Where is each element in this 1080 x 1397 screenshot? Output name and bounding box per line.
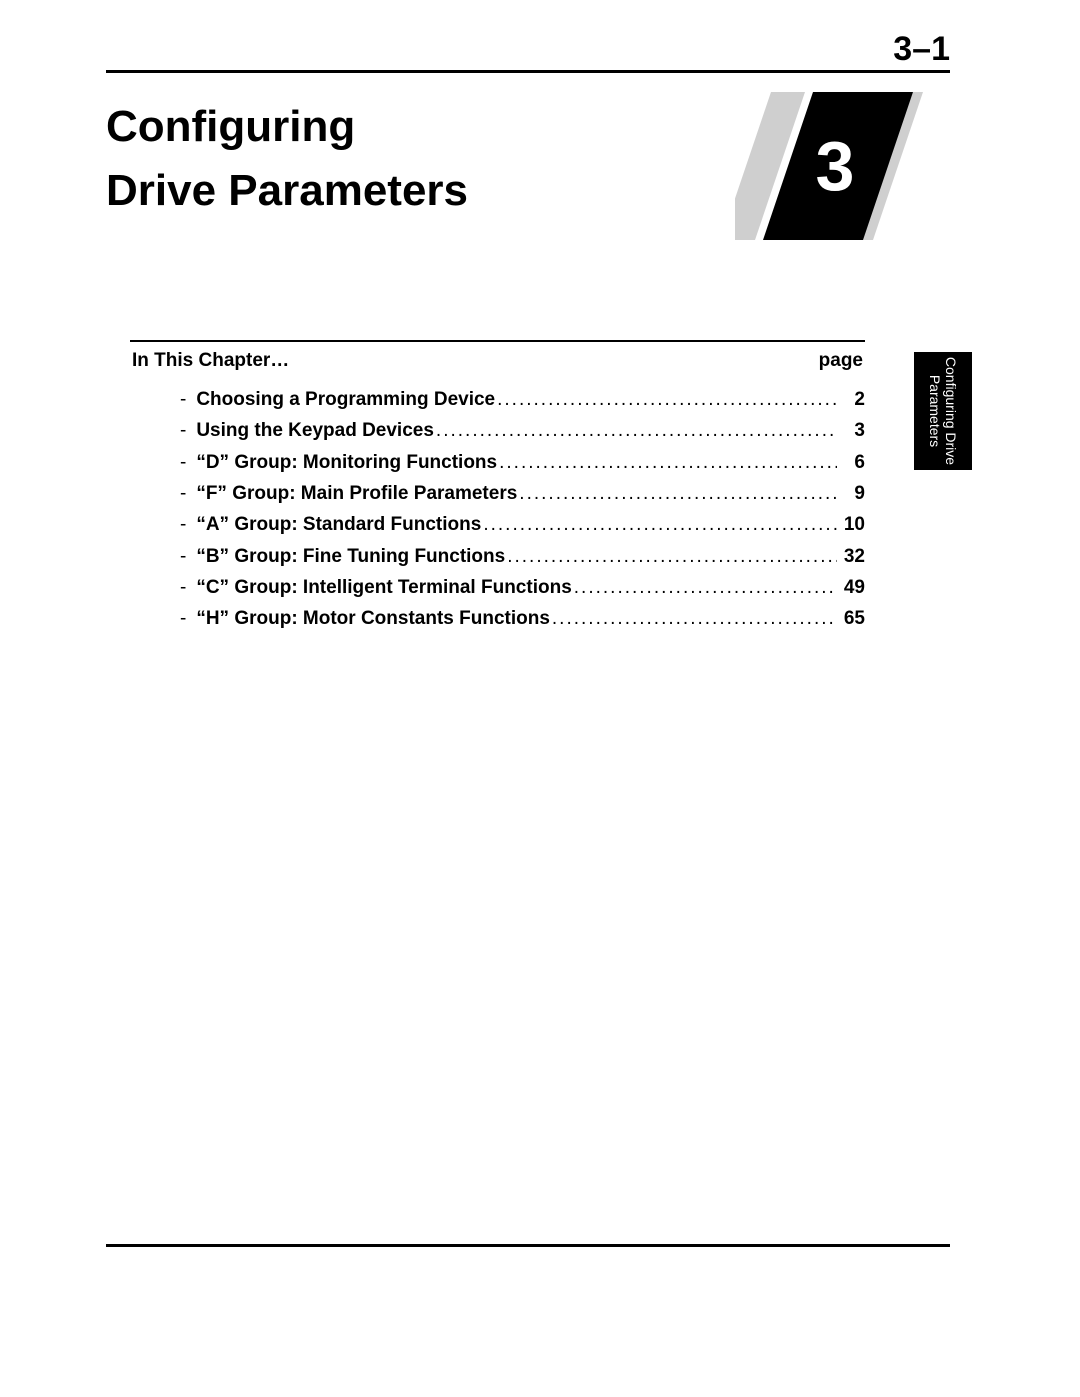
toc-item-title: “B” Group: Fine Tuning Functions — [196, 541, 505, 572]
toc-bullet: - — [180, 603, 186, 634]
toc-item: -“B” Group: Fine Tuning Functions.......… — [130, 541, 865, 572]
toc-bullet: - — [180, 478, 186, 509]
toc-horizontal-rule — [130, 340, 865, 342]
toc-leader-dots: ........................................… — [505, 541, 837, 572]
toc-item: -“C” Group: Intelligent Terminal Functio… — [130, 572, 865, 603]
toc-item: -“D” Group: Monitoring Functions........… — [130, 447, 865, 478]
toc-item-title: Using the Keypad Devices — [196, 415, 434, 446]
toc-item: -“A” Group: Standard Functions..........… — [130, 509, 865, 540]
chapter-title: Configuring Drive Parameters — [106, 95, 596, 223]
top-horizontal-rule — [106, 70, 950, 73]
bottom-horizontal-rule — [106, 1244, 950, 1247]
toc-item-page: 32 — [837, 541, 865, 572]
title-line-1: Configuring — [106, 95, 596, 159]
toc-leader-dots: ........................................… — [481, 509, 837, 540]
toc-bullet: - — [180, 415, 186, 446]
side-tab: Configuring Drive Parameters — [914, 352, 972, 470]
toc-leader-dots: ........................................… — [572, 572, 837, 603]
toc-item-title: “D” Group: Monitoring Functions — [196, 447, 497, 478]
toc-item: -“H” Group: Motor Constants Functions...… — [130, 603, 865, 634]
toc-item-page: 65 — [837, 603, 865, 634]
toc-item: -Using the Keypad Devices...............… — [130, 415, 865, 446]
toc-item-page: 2 — [837, 384, 865, 415]
toc-bullet: - — [180, 384, 186, 415]
toc-item-page: 49 — [837, 572, 865, 603]
toc-item-title: Choosing a Programming Device — [196, 384, 495, 415]
toc-item-page: 9 — [837, 478, 865, 509]
chapter-number-text: 3 — [816, 127, 855, 205]
toc-item-title: “F” Group: Main Profile Parameters — [196, 478, 517, 509]
side-tab-text: Configuring Drive Parameters — [927, 357, 959, 465]
title-line-2: Drive Parameters — [106, 159, 596, 223]
toc-item-page: 6 — [837, 447, 865, 478]
toc-header: In This Chapter… page — [130, 350, 865, 380]
toc-leader-dots: ........................................… — [550, 603, 837, 634]
toc-item-page: 10 — [837, 509, 865, 540]
toc-bullet: - — [180, 509, 186, 540]
toc-item-title: “C” Group: Intelligent Terminal Function… — [196, 572, 571, 603]
side-tab-line1: Configuring Drive — [943, 357, 959, 465]
toc-leader-dots: ........................................… — [497, 447, 837, 478]
toc-item-page: 3 — [837, 415, 865, 446]
toc-bullet: - — [180, 447, 186, 478]
toc-item: -“F” Group: Main Profile Parameters.....… — [130, 478, 865, 509]
document-page: 3–1 Configuring Drive Parameters 3 In Th… — [0, 0, 1080, 1397]
page-number: 3–1 — [893, 30, 950, 69]
toc-leader-dots: ........................................… — [434, 415, 837, 446]
toc-item-title: “A” Group: Standard Functions — [196, 509, 481, 540]
toc-header-left: In This Chapter… — [132, 350, 289, 372]
table-of-contents: In This Chapter… page -Choosing a Progra… — [130, 340, 865, 635]
toc-item: -Choosing a Programming Device..........… — [130, 384, 865, 415]
toc-list: -Choosing a Programming Device..........… — [130, 384, 865, 635]
toc-leader-dots: ........................................… — [495, 384, 837, 415]
side-tab-line2: Parameters — [927, 375, 943, 447]
chapter-badge-icon: 3 — [735, 80, 945, 250]
toc-leader-dots: ........................................… — [517, 478, 837, 509]
toc-item-title: “H” Group: Motor Constants Functions — [196, 603, 550, 634]
toc-bullet: - — [180, 541, 186, 572]
toc-header-right: page — [819, 350, 863, 372]
chapter-number-badge: 3 — [735, 80, 945, 255]
toc-bullet: - — [180, 572, 186, 603]
